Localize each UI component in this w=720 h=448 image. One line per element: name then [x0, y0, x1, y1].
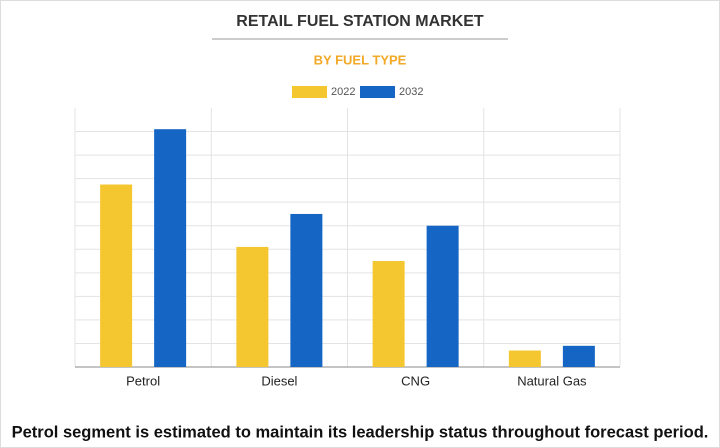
- x-tick-label: Diesel: [261, 373, 297, 388]
- bar: [372, 261, 405, 367]
- bar: [426, 225, 459, 367]
- bar: [508, 350, 541, 367]
- legend-swatch: [292, 86, 327, 98]
- legend-label: 2032: [399, 86, 423, 98]
- bar: [236, 246, 269, 367]
- legend-label: 2022: [331, 86, 355, 98]
- bar: [290, 213, 323, 367]
- footnote: Petrol segment is estimated to maintain …: [12, 423, 709, 441]
- chart-title: RETAIL FUEL STATION MARKET: [236, 13, 484, 30]
- bar: [100, 184, 133, 367]
- x-tick-label: Natural Gas: [517, 373, 587, 388]
- bar: [154, 129, 187, 367]
- x-tick-label: CNG: [401, 373, 430, 388]
- legend-swatch: [360, 86, 395, 98]
- chart-subtitle: BY FUEL TYPE: [314, 52, 407, 67]
- bar: [562, 345, 595, 367]
- x-tick-label: Petrol: [126, 373, 160, 388]
